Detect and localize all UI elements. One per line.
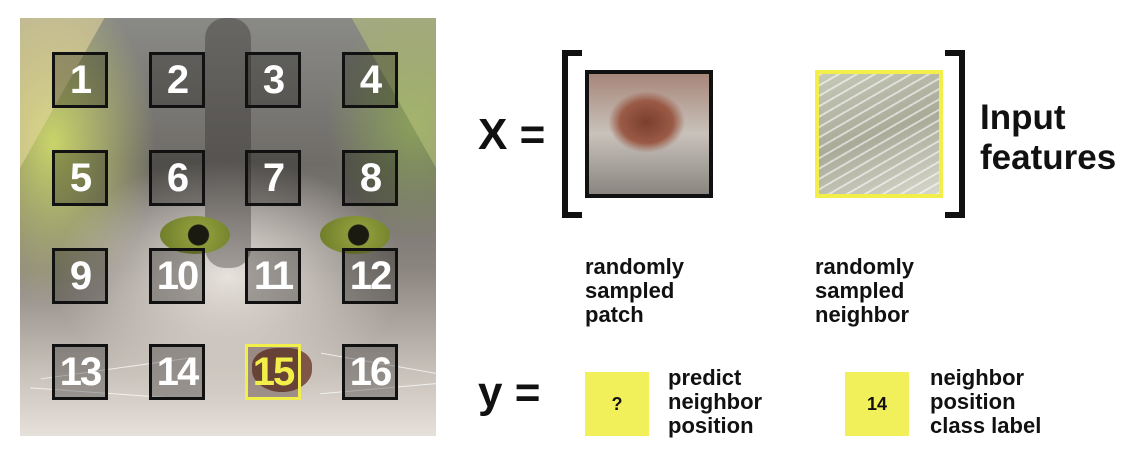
- caption-line: randomly: [585, 254, 685, 279]
- caption-line: position: [930, 389, 1016, 414]
- grid-cell-11: 11: [245, 248, 301, 304]
- predict-box: ?: [585, 372, 649, 436]
- right-bracket: [945, 50, 965, 218]
- grid-cell-12: 12: [342, 248, 398, 304]
- cat-nose: [252, 348, 312, 392]
- grid-cell-16: 16: [342, 344, 398, 400]
- caption-line: sampled: [815, 278, 905, 303]
- grid-cell-3: 3: [245, 52, 301, 108]
- left-bracket: [562, 50, 582, 218]
- cat-ear-right: [346, 18, 436, 168]
- input-features-label: Input features: [980, 98, 1116, 178]
- grid-cell-7: 7: [245, 150, 301, 206]
- grid-cell-15-highlighted: 15: [245, 344, 301, 400]
- grid-cell-5: 5: [52, 150, 108, 206]
- grid-cell-9: 9: [52, 248, 108, 304]
- input-features-line-1: Input: [980, 98, 1066, 137]
- x-equals-label: X =: [478, 110, 546, 159]
- sampled-patch-caption: randomly sampled patch: [585, 255, 684, 327]
- y-equals-label: y =: [478, 368, 541, 417]
- caption-line: sampled: [585, 278, 675, 303]
- sampled-neighbor-image: [815, 70, 943, 198]
- cat-photo: 1 2 3 4 5 6 7 8 9 10 11 12 13 14 15 16: [20, 18, 436, 436]
- grid-cell-2: 2: [149, 52, 205, 108]
- input-features-line-2: features: [980, 138, 1117, 177]
- predict-caption: predict neighbor position: [668, 366, 762, 438]
- cat-ear-left: [20, 18, 110, 168]
- grid-cell-6: 6: [149, 150, 205, 206]
- caption-line: neighbor: [668, 389, 763, 414]
- grid-cell-4: 4: [342, 52, 398, 108]
- grid-cell-1: 1: [52, 52, 108, 108]
- caption-line: predict: [668, 365, 742, 390]
- caption-line: position: [668, 413, 754, 438]
- grid-cell-14: 14: [149, 344, 205, 400]
- grid-cell-8: 8: [342, 150, 398, 206]
- cat-eye-right: [320, 216, 390, 254]
- cat-eye-left: [160, 216, 230, 254]
- caption-line: class label: [930, 413, 1042, 438]
- class-label-box: 14: [845, 372, 909, 436]
- sampled-patch-image: [585, 70, 713, 198]
- grid-cell-10: 10: [149, 248, 205, 304]
- grid-cell-13: 13: [52, 344, 108, 400]
- class-label-caption: neighbor position class label: [930, 366, 1041, 438]
- caption-line: randomly: [815, 254, 915, 279]
- caption-line: neighbor: [815, 302, 910, 327]
- caption-line: neighbor: [930, 365, 1025, 390]
- caption-line: patch: [585, 302, 644, 327]
- sampled-neighbor-caption: randomly sampled neighbor: [815, 255, 914, 327]
